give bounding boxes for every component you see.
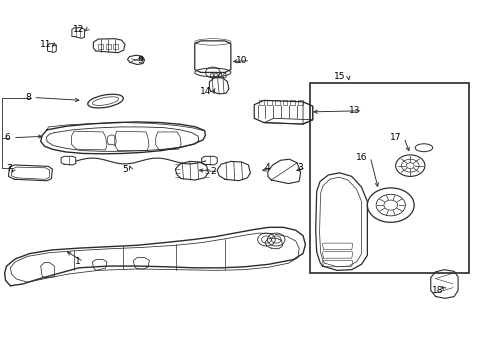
- Bar: [274, 100, 279, 105]
- Text: 10: 10: [236, 56, 247, 65]
- Text: 9: 9: [138, 56, 143, 65]
- Bar: [298, 100, 303, 105]
- Bar: [113, 44, 118, 49]
- Text: 14: 14: [200, 86, 211, 95]
- Text: 7: 7: [6, 164, 12, 173]
- Text: 1: 1: [75, 257, 81, 266]
- Text: 4: 4: [264, 163, 270, 172]
- Text: 3: 3: [297, 163, 303, 172]
- Text: 13: 13: [348, 106, 359, 115]
- Text: 2: 2: [210, 167, 216, 176]
- Text: 18: 18: [431, 286, 443, 295]
- Text: 5: 5: [122, 165, 128, 174]
- Bar: [310, 83, 468, 273]
- Bar: [259, 100, 264, 105]
- Bar: [290, 100, 295, 105]
- Text: 17: 17: [389, 133, 401, 142]
- Text: 8: 8: [25, 93, 31, 102]
- Bar: [106, 44, 111, 49]
- Bar: [98, 44, 103, 49]
- Bar: [266, 100, 271, 105]
- Text: 15: 15: [334, 72, 345, 81]
- Text: 6: 6: [5, 133, 10, 142]
- Text: 16: 16: [356, 153, 367, 162]
- Text: 11: 11: [41, 40, 52, 49]
- Bar: [282, 100, 287, 105]
- Text: 12: 12: [73, 25, 84, 34]
